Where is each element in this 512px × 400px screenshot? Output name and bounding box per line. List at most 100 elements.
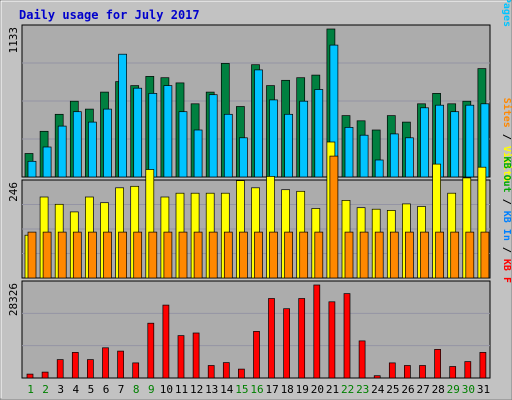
panel-3: 28326 KB Out / KB In / KB F — [7, 157, 512, 379]
x-tick-label: 24 — [371, 383, 385, 396]
bar-sites-8 — [133, 231, 143, 279]
bar-sites-14 — [223, 231, 233, 279]
bar-sites-10 — [163, 231, 173, 279]
x-tick-label: 21 — [326, 383, 339, 396]
bar-pages-23 — [359, 134, 369, 178]
bar-kb-f-10 — [162, 304, 170, 379]
bar-sites-24 — [374, 231, 384, 279]
bar-pages-18 — [284, 113, 293, 178]
bar-sites-6 — [103, 231, 112, 279]
x-tick-label: 29 — [447, 383, 460, 396]
bar-kb-f-7 — [117, 350, 124, 379]
bar-kb-f-20 — [313, 284, 321, 379]
bar-pages-9 — [148, 93, 158, 178]
x-tick-label: 2 — [42, 383, 49, 396]
x-tick-label: 22 — [341, 383, 354, 396]
x-tick-label: 18 — [281, 383, 294, 396]
bar-pages-12 — [193, 129, 203, 178]
bar-pages-4 — [72, 111, 82, 178]
bar-kb-f-19 — [298, 298, 306, 379]
legend-separator: / — [501, 193, 512, 211]
bar-kb-f-5 — [87, 359, 94, 379]
x-tick-label: 5 — [88, 383, 95, 396]
bar-kb-f-23 — [358, 340, 366, 379]
legend-entry: KB In — [501, 211, 512, 241]
legend-entry: KB Out — [501, 157, 512, 193]
bar-pages-5 — [88, 121, 97, 178]
x-tick-label: 19 — [296, 383, 309, 396]
x-tick-label: 28 — [432, 383, 445, 396]
legend-entry: KB F — [501, 259, 512, 283]
legend-entry: Pages — [501, 0, 512, 27]
x-tick-label: 10 — [160, 383, 173, 396]
panel-legend: Sites / Visits — [501, 98, 512, 182]
x-tick-label: 26 — [401, 383, 414, 396]
x-tick-label: 31 — [477, 383, 490, 396]
bar-sites-23 — [359, 231, 369, 279]
bar-sites-31 — [480, 231, 490, 279]
bar-kb-f-11 — [177, 335, 185, 379]
bar-pages-19 — [299, 100, 309, 178]
y-axis-max-label: 28326 — [7, 283, 20, 316]
legend-entry: Sites — [501, 98, 512, 128]
x-tick-label: 14 — [220, 383, 234, 396]
bar-pages-6 — [103, 108, 112, 178]
bar-sites-1 — [27, 231, 37, 279]
bar-pages-22 — [344, 127, 354, 178]
bar-sites-27 — [420, 231, 429, 279]
bar-kb-f-15 — [238, 368, 245, 379]
bar-sites-25 — [389, 231, 399, 279]
bar-sites-22 — [344, 231, 354, 279]
bar-pages-25 — [389, 133, 399, 178]
bar-sites-4 — [72, 231, 82, 279]
x-tick-label: 23 — [356, 383, 369, 396]
panel-2: 246 Sites / Visits — [7, 98, 512, 279]
bar-sites-16 — [254, 231, 263, 279]
x-axis-labels: 1 2 3 4 5 6 7 8 9 10 11 12 13 14 15 16 17 18 19 20 21 22 23 24 2… — [27, 383, 490, 396]
bar-sites-5 — [88, 231, 97, 279]
bar-sites-17 — [269, 231, 278, 279]
bar-kb-f-8 — [132, 362, 140, 379]
bar-pages-3 — [57, 125, 67, 178]
bar-pages-8 — [133, 87, 143, 178]
bar-sites-7 — [118, 231, 127, 279]
bar-pages-20 — [314, 89, 324, 178]
bar-kb-f-22 — [343, 293, 351, 379]
bar-kb-f-18 — [283, 308, 290, 379]
bar-kb-f-1 — [26, 373, 34, 379]
bar-sites-28 — [435, 231, 444, 279]
bar-kb-f-27 — [419, 365, 426, 379]
bar-pages-15 — [239, 137, 248, 178]
bar-sites-3 — [57, 231, 67, 279]
bar-pages-1 — [27, 160, 37, 178]
bar-kb-f-13 — [207, 365, 215, 379]
bar-kb-f-12 — [192, 332, 200, 379]
bar-sites-21 — [329, 155, 339, 279]
x-tick-label: 8 — [133, 383, 140, 396]
chart-title: Daily usage for July 2017 — [19, 8, 200, 22]
bar-kb-f-31 — [479, 352, 487, 379]
bar-sites-15 — [239, 231, 248, 279]
bar-sites-19 — [299, 231, 309, 279]
x-tick-label: 30 — [462, 383, 475, 396]
y-axis-max-label: 1133 — [7, 27, 20, 54]
bar-sites-12 — [193, 231, 203, 279]
bar-sites-29 — [450, 231, 460, 279]
bar-kb-f-21 — [328, 301, 336, 379]
bar-kb-f-3 — [56, 359, 64, 379]
bar-pages-11 — [178, 111, 188, 178]
panel-1: 1133 Hits / Files / Pages — [7, 0, 512, 178]
x-tick-label: 25 — [386, 383, 399, 396]
bar-pages-27 — [420, 107, 429, 178]
bar-pages-17 — [269, 99, 278, 178]
bar-pages-29 — [450, 111, 460, 178]
x-tick-label: 3 — [57, 383, 64, 396]
bar-pages-10 — [163, 85, 173, 178]
bar-kb-f-25 — [388, 362, 396, 379]
bar-pages-26 — [405, 137, 414, 178]
bar-pages-13 — [208, 94, 218, 178]
bar-kb-f-26 — [404, 365, 411, 379]
panels-layer: 1133 Hits / Files / Pages 246 Sites / Visit… — [7, 0, 512, 379]
legend-entry: Visits — [501, 146, 512, 182]
x-tick-label: 12 — [190, 383, 203, 396]
